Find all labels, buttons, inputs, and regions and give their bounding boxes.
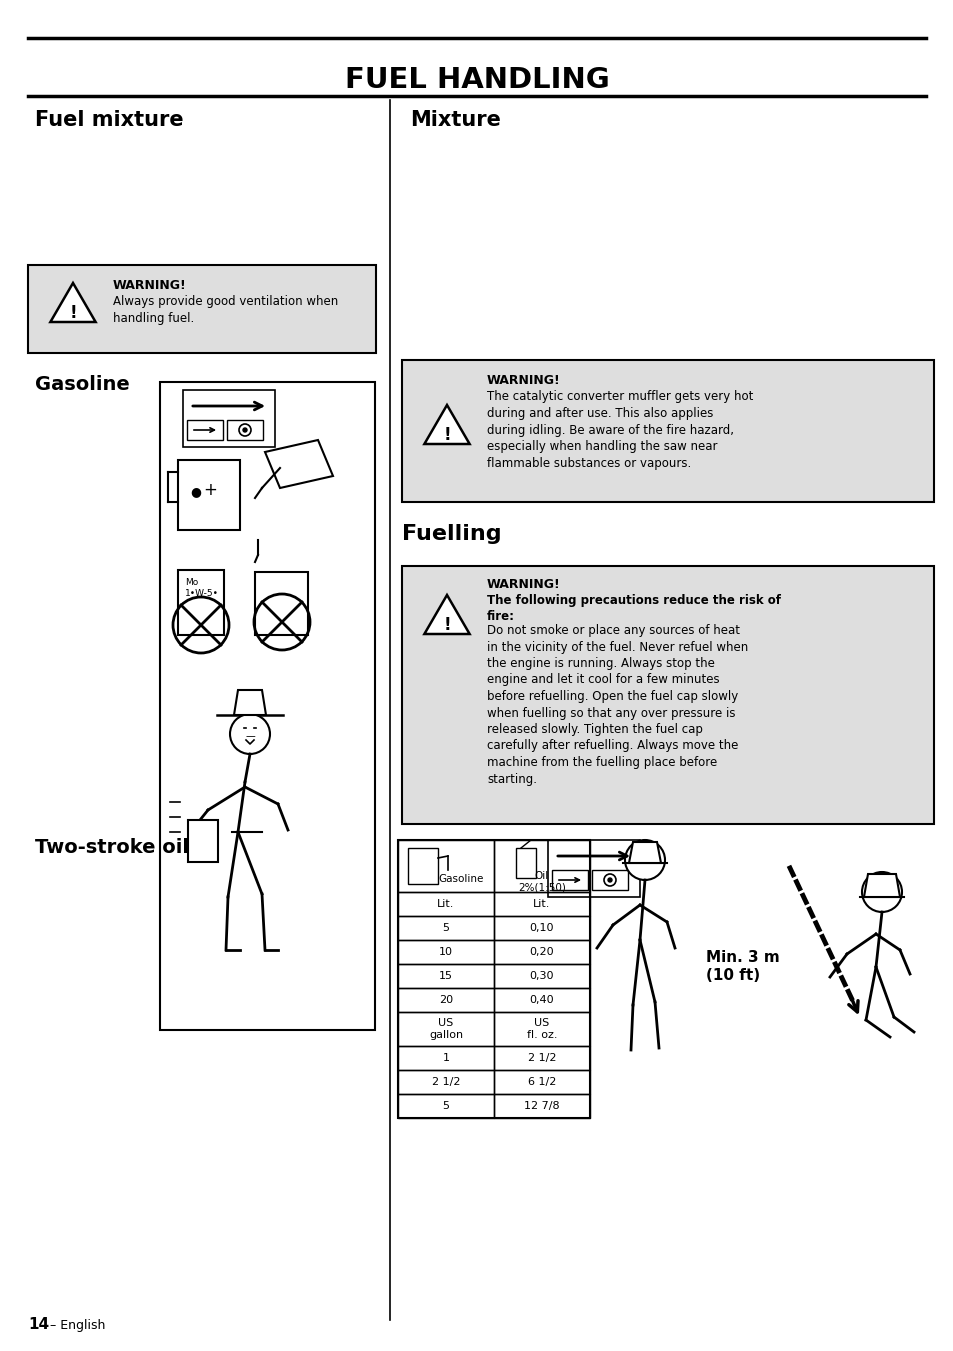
Bar [397,840,589,1119]
Text: 5: 5 [442,1101,449,1111]
Text: !: ! [70,304,77,322]
Polygon shape [233,690,266,715]
Bar [494,988,589,1012]
Text: 0,10: 0,10 [529,923,554,934]
Circle shape [607,878,612,882]
Circle shape [862,871,901,912]
Text: FUEL HANDLING: FUEL HANDLING [344,66,609,95]
Bar [547,840,639,897]
Text: Fuelling: Fuelling [401,524,501,544]
Text: 0,30: 0,30 [529,971,554,981]
Circle shape [230,713,270,754]
Text: 1: 1 [442,1052,449,1063]
Text: Gasoline: Gasoline [35,376,130,394]
Bar [397,1012,494,1046]
Bar [516,848,536,878]
Bar [494,940,589,965]
Bar [401,566,933,824]
Text: Two-stroke oil: Two-stroke oil [35,838,189,857]
Text: Lit.: Lit. [436,898,455,909]
Circle shape [243,428,247,432]
Text: 2 1/2: 2 1/2 [432,1077,459,1088]
Bar [187,420,223,440]
Text: +: + [203,481,216,499]
Text: The following precautions reduce the risk of
fire:: The following precautions reduce the ris… [486,594,781,624]
Bar [160,382,375,1029]
Bar [227,420,263,440]
Bar [494,965,589,988]
Circle shape [239,424,251,436]
Bar [397,965,494,988]
Polygon shape [424,405,469,444]
Text: 5: 5 [442,923,449,934]
Text: Min. 3 m: Min. 3 m [705,950,779,965]
Bar [183,390,274,447]
Text: Oil: Oil [535,871,549,881]
Text: WARNING!: WARNING! [486,578,560,590]
Bar [494,1046,589,1070]
Bar [397,988,494,1012]
Text: Always provide good ventilation when
handling fuel.: Always provide good ventilation when han… [112,295,338,326]
Bar [408,848,437,884]
Bar [494,1012,589,1046]
Text: !: ! [443,426,451,444]
Bar [494,1094,589,1119]
Text: ●: ● [191,485,201,499]
Text: !: ! [443,616,451,634]
Polygon shape [863,874,899,897]
Text: WARNING!: WARNING! [486,374,560,386]
Text: Lit.: Lit. [533,898,550,909]
Bar [397,840,494,892]
Text: 2%(1:50): 2%(1:50) [517,882,565,892]
Circle shape [624,840,664,880]
Polygon shape [628,842,660,863]
Text: 12 7/8: 12 7/8 [523,1101,559,1111]
Text: —: — [245,731,254,740]
Bar [188,820,218,862]
Bar [397,1094,494,1119]
Text: US
fl. oz.: US fl. oz. [526,1017,557,1040]
Text: 10: 10 [438,947,453,957]
Polygon shape [178,570,224,635]
Text: 2 1/2: 2 1/2 [527,1052,556,1063]
Text: 0,20: 0,20 [529,947,554,957]
Bar [397,940,494,965]
Bar [28,265,375,353]
Polygon shape [178,459,240,530]
Text: 15: 15 [438,971,453,981]
Text: 0,40: 0,40 [529,994,554,1005]
Bar [494,1070,589,1094]
Text: 14: 14 [28,1317,49,1332]
Polygon shape [265,440,333,488]
Text: US
gallon: US gallon [429,1017,462,1040]
Bar [494,916,589,940]
Text: Mo
1•W-5•: Mo 1•W-5• [185,578,219,598]
Text: Do not smoke or place any sources of heat
in the vicinity of the fuel. Never ref: Do not smoke or place any sources of hea… [486,624,747,785]
Bar [494,892,589,916]
Text: Gasoline: Gasoline [437,874,483,884]
Bar [494,840,589,892]
Circle shape [603,874,616,886]
Polygon shape [424,594,469,634]
Bar [401,359,933,503]
Bar [397,1046,494,1070]
Text: Fuel mixture: Fuel mixture [35,109,183,130]
Bar [592,870,627,890]
Text: – English: – English [46,1319,105,1332]
Bar [397,892,494,916]
Text: 6 1/2: 6 1/2 [527,1077,556,1088]
Text: The catalytic converter muffler gets very hot
during and after use. This also ap: The catalytic converter muffler gets ver… [486,390,753,470]
Text: 20: 20 [438,994,453,1005]
Polygon shape [51,282,95,322]
Bar [552,870,587,890]
Bar [397,916,494,940]
Text: (10 ft): (10 ft) [705,969,760,984]
Text: WARNING!: WARNING! [112,280,187,292]
Polygon shape [254,571,308,635]
Text: Mixture: Mixture [410,109,500,130]
Bar [397,1070,494,1094]
